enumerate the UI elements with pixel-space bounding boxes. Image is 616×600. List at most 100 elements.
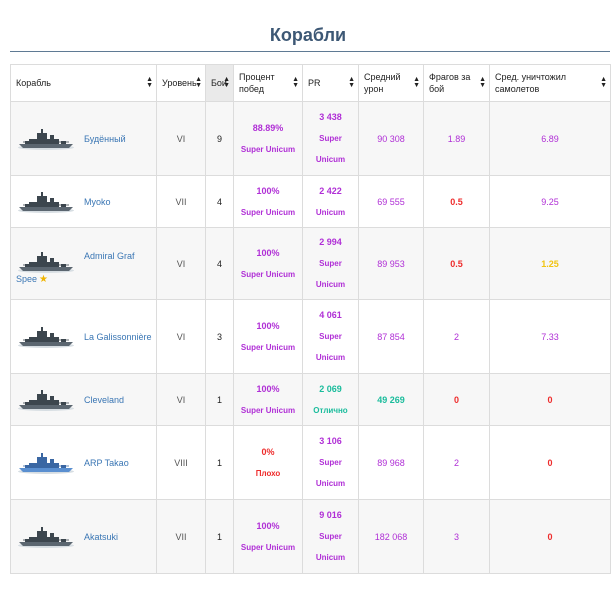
ship-image xyxy=(17,525,75,549)
damage-value: 89 953 xyxy=(377,258,405,269)
cell-damage: 89 953 xyxy=(358,227,424,300)
cell-battles: 3 xyxy=(205,299,234,374)
damage-value: 49 269 xyxy=(377,394,405,405)
frags-value: 0 xyxy=(453,394,459,405)
table-row: Admiral Graf Spee ★ VI 4 100% Super Unicum 2 99… xyxy=(10,227,611,300)
cell-winrate: 0% Плохо xyxy=(233,425,303,500)
cell-ship: ARP Takao xyxy=(10,425,157,500)
table-header-row: Корабль ▲ ▼ Уровень ▲ ▼ Бои ▲ ▼ Процент побед ▲ ▼ PR… xyxy=(10,64,611,102)
planes-value: 0 xyxy=(547,531,553,542)
winrate-rating: Super Unicum xyxy=(240,144,296,154)
cell-damage: 69 555 xyxy=(358,175,424,228)
battles-value: 9 xyxy=(216,133,222,144)
planes-value: 0 xyxy=(547,457,553,468)
header-col-tier[interactable]: Уровень ▲ ▼ xyxy=(156,64,206,102)
sort-arrows-icon[interactable]: ▲ ▼ xyxy=(348,76,355,89)
header-col-pr[interactable]: PR ▲ ▼ xyxy=(302,64,359,102)
cell-winrate: 100% Super Unicum xyxy=(233,227,303,300)
header-col-ship[interactable]: Корабль ▲ ▼ xyxy=(10,64,157,102)
ships-table-container: Корабль ▲ ▼ Уровень ▲ ▼ Бои ▲ ▼ Процент побед ▲ ▼ PR… xyxy=(10,64,611,574)
tier-value: VII xyxy=(175,196,187,207)
header-label: PR xyxy=(308,78,321,88)
cell-battles: 1 xyxy=(205,499,234,574)
ship-name-link[interactable]: Cleveland xyxy=(84,395,125,405)
cell-ship: Akatsuki xyxy=(10,499,157,574)
cell-planes: 7.33 xyxy=(489,299,611,374)
header-col-winrate[interactable]: Процент побед ▲ ▼ xyxy=(233,64,303,102)
header-label: Сред. уничтожил самолетов xyxy=(495,72,566,94)
sort-arrows-icon[interactable]: ▲ ▼ xyxy=(292,76,299,89)
cell-pr: 4 061 Super Unicum xyxy=(302,299,359,374)
cell-frags: 2 xyxy=(423,299,490,374)
ship-name-link-continued[interactable]: Spee ★ xyxy=(16,274,48,285)
winrate-rating: Super Unicum xyxy=(240,405,296,415)
sort-arrows-icon[interactable]: ▲ ▼ xyxy=(223,76,230,89)
cell-pr: 2 069 Отлично xyxy=(302,373,359,426)
damage-value: 69 555 xyxy=(377,196,405,207)
pr-rating-line2: Unicum xyxy=(315,155,346,164)
planes-value: 0 xyxy=(547,394,553,405)
ship-image xyxy=(17,451,75,475)
sort-arrows-icon[interactable]: ▲ ▼ xyxy=(600,76,607,89)
tier-value: VI xyxy=(176,258,186,269)
tier-value: VIII xyxy=(174,457,188,468)
table-row: ARP Takao VIII 1 0% Плохо 3 106 Super Unicum 89 … xyxy=(10,425,611,500)
planes-value: 1.25 xyxy=(541,258,559,269)
cell-winrate: 88.89% Super Unicum xyxy=(233,101,303,176)
cell-pr: 3 106 Super Unicum xyxy=(302,425,359,500)
pr-rating: Super xyxy=(319,134,342,143)
cell-tier: VIII xyxy=(156,425,206,500)
sort-arrows-icon[interactable]: ▲ ▼ xyxy=(195,76,202,89)
ship-name-link[interactable]: Akatsuki xyxy=(84,532,119,542)
winrate-rating: Super Unicum xyxy=(240,342,296,352)
ship-name-line2[interactable]: Spee xyxy=(16,274,38,284)
cell-tier: VI xyxy=(156,373,206,426)
cell-ship: Cleveland xyxy=(10,373,157,426)
ship-name-link[interactable]: ARP Takao xyxy=(84,458,129,468)
frags-value: 2 xyxy=(453,331,459,342)
cell-damage: 89 968 xyxy=(358,425,424,500)
pr-rating-line2: Unicum xyxy=(315,280,346,289)
cell-planes: 0 xyxy=(489,499,611,574)
table-row: Myoko VII 4 100% Super Unicum 2 422 Unicum 69 5… xyxy=(10,175,611,228)
cell-frags: 2 xyxy=(423,425,490,500)
header-col-planes[interactable]: Сред. уничтожил самолетов ▲ ▼ xyxy=(489,64,611,102)
cell-ship: La Galissonnière xyxy=(10,299,157,374)
battles-value: 1 xyxy=(216,457,222,468)
pr-value: 2 069 xyxy=(319,383,342,394)
ship-name-link[interactable]: La Galissonnière xyxy=(84,332,152,342)
planes-value: 6.89 xyxy=(541,133,559,144)
cell-winrate: 100% Super Unicum xyxy=(233,499,303,574)
sort-arrows-icon[interactable]: ▲ ▼ xyxy=(479,76,486,89)
ships-table: Корабль ▲ ▼ Уровень ▲ ▼ Бои ▲ ▼ Процент побед ▲ ▼ PR… xyxy=(10,64,611,574)
header-col-frags[interactable]: Фрагов за бой ▲ ▼ xyxy=(423,64,490,102)
header-label: Уровень xyxy=(162,78,197,88)
pr-rating-line2: Unicum xyxy=(315,553,346,562)
winrate-value: 100% xyxy=(256,383,280,394)
title-divider xyxy=(10,51,610,52)
ship-name-link[interactable]: Myoko xyxy=(84,197,111,207)
cell-ship: Myoko xyxy=(10,175,157,228)
pr-rating: Отлично xyxy=(313,405,348,415)
cell-damage: 90 308 xyxy=(358,101,424,176)
cell-battles: 1 xyxy=(205,373,234,426)
cell-ship: Будённый xyxy=(10,101,157,176)
header-col-damage[interactable]: Средний урон ▲ ▼ xyxy=(358,64,424,102)
cell-winrate: 100% Super Unicum xyxy=(233,175,303,228)
cell-battles: 4 xyxy=(205,175,234,228)
cell-pr: 2 422 Unicum xyxy=(302,175,359,228)
header-col-battles[interactable]: Бои ▲ ▼ xyxy=(205,64,234,102)
ship-image xyxy=(17,388,75,412)
header-label: Фрагов за бой xyxy=(429,72,471,94)
tier-value: VI xyxy=(176,394,186,405)
sort-arrows-icon[interactable]: ▲ ▼ xyxy=(413,76,420,89)
sort-arrows-icon[interactable]: ▲ ▼ xyxy=(146,76,153,89)
header-label: Процент побед xyxy=(239,72,275,94)
cell-damage: 87 854 xyxy=(358,299,424,374)
cell-tier: VI xyxy=(156,101,206,176)
pr-rating: Super xyxy=(319,458,342,467)
cell-winrate: 100% Super Unicum xyxy=(233,299,303,374)
pr-value: 3 438 xyxy=(319,112,342,122)
ship-name-link[interactable]: Будённый xyxy=(84,134,126,144)
ship-name-link[interactable]: Admiral Graf xyxy=(84,251,135,261)
